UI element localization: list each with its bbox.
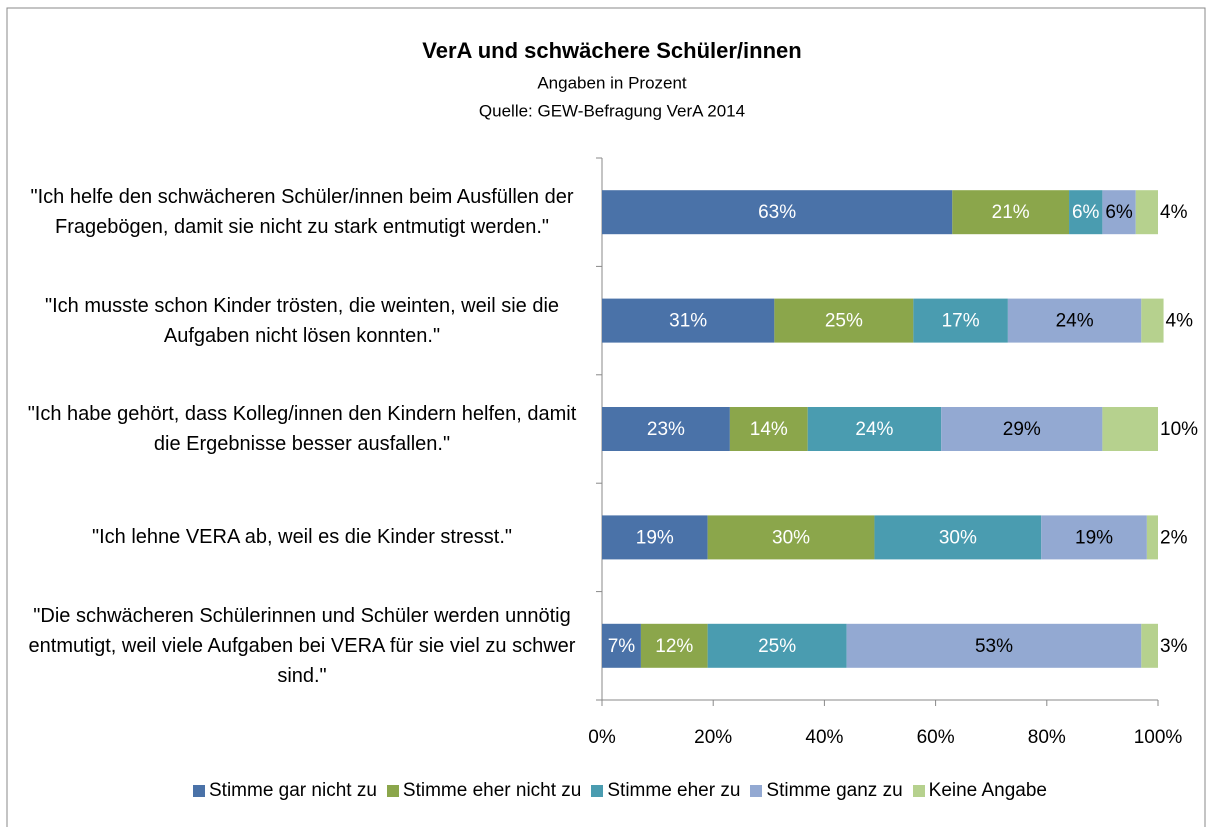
bar-segment (707, 623, 847, 668)
bar-segment (1146, 515, 1158, 560)
data-label: 30% (939, 527, 977, 548)
data-label: 23% (647, 419, 685, 440)
bar-segment (1102, 407, 1158, 451)
legend-item: Keine Angabe (912, 780, 1047, 802)
legend-swatch (912, 785, 925, 797)
bar-segment (602, 298, 775, 343)
legend-swatch (193, 785, 205, 797)
data-label: 2% (1160, 527, 1188, 548)
bar-segment (602, 190, 953, 235)
data-label: 4% (1166, 311, 1194, 332)
category-label: "Die schwächeren Schülerinnen und Schüle… (28, 604, 576, 687)
legend-item: Stimme eher nicht zu (386, 780, 582, 802)
legend-item: Stimme gar nicht zu (193, 780, 377, 802)
legend-label: Keine Angabe (928, 780, 1047, 801)
data-label: 17% (942, 311, 980, 332)
legend-label: Stimme eher nicht zu (402, 780, 582, 801)
bar-segment (602, 623, 641, 668)
data-label: 25% (758, 636, 796, 657)
chart-subtitle: Angaben in Prozent (537, 73, 687, 92)
data-label: 63% (758, 202, 796, 223)
bar-segment (1102, 190, 1136, 235)
data-label: 31% (669, 311, 707, 332)
data-label: 53% (975, 636, 1013, 657)
bar-segment (1041, 515, 1147, 560)
data-label: 30% (772, 527, 810, 548)
data-label: 4% (1160, 202, 1188, 223)
bar-segment (941, 407, 1103, 451)
x-tick-label: 40% (805, 727, 843, 748)
data-label: 10% (1160, 419, 1198, 440)
bar-segment (1141, 298, 1164, 343)
bar-segment (846, 623, 1142, 668)
x-tick-label: 0% (588, 727, 616, 748)
data-label: 24% (855, 419, 893, 440)
x-tick-label: 60% (917, 727, 955, 748)
x-tick-label: 100% (1134, 727, 1183, 748)
legend-swatch (591, 785, 604, 797)
legend-item: Stimme eher zu (591, 780, 740, 802)
bar-segment (1007, 298, 1142, 343)
bar-segment (1135, 190, 1158, 235)
data-label: 6% (1072, 202, 1100, 223)
bar-segment (602, 407, 730, 451)
bar-segment (774, 298, 914, 343)
data-label: 19% (636, 527, 674, 548)
bar-segment (707, 515, 875, 560)
bar-segment (729, 407, 808, 451)
data-label: 6% (1105, 202, 1133, 223)
data-label: 25% (825, 311, 863, 332)
data-label: 21% (992, 202, 1030, 223)
bar-segment (913, 298, 1008, 343)
bar-segment (1069, 190, 1103, 235)
data-label: 3% (1160, 636, 1188, 657)
category-label: "Ich habe gehört, dass Kolleg/innen den … (27, 403, 577, 455)
bar-segment (640, 623, 708, 668)
legend-label: Stimme eher zu (607, 780, 741, 801)
bar-segment (952, 190, 1070, 235)
x-tick-label: 80% (1028, 727, 1066, 748)
data-label: 19% (1075, 527, 1113, 548)
bar-segment (874, 515, 1042, 560)
legend-item: Stimme ganz zu (750, 780, 903, 802)
chart-subtitle: Quelle: GEW-Befragung VerA 2014 (479, 101, 745, 120)
data-label: 29% (1003, 419, 1041, 440)
bar-segment (807, 407, 942, 451)
category-label: "Ich lehne VERA ab, weil es die Kinder s… (92, 526, 512, 549)
legend: Stimme gar nicht zu Stimme eher nicht zu S… (0, 780, 1213, 802)
legend-swatch (750, 785, 763, 797)
x-tick-label: 20% (694, 727, 732, 748)
legend-label: Stimme gar nicht zu (209, 780, 377, 801)
data-label: 7% (608, 636, 636, 657)
data-label: 12% (655, 636, 693, 657)
category-label: "Ich helfe den schwächeren Schüler/innen… (30, 186, 574, 239)
chart-frame (6, 7, 1206, 827)
chart-title: VerA und schwächere Schüler/innen (422, 38, 801, 63)
legend-label: Stimme ganz zu (766, 780, 903, 801)
data-label: 24% (1056, 311, 1094, 332)
legend-swatch (386, 785, 399, 797)
bar-segment (1141, 623, 1158, 668)
data-label: 14% (750, 419, 788, 440)
category-label: "Ich musste schon Kinder trösten, die we… (44, 294, 560, 347)
bar-segment (602, 515, 708, 560)
